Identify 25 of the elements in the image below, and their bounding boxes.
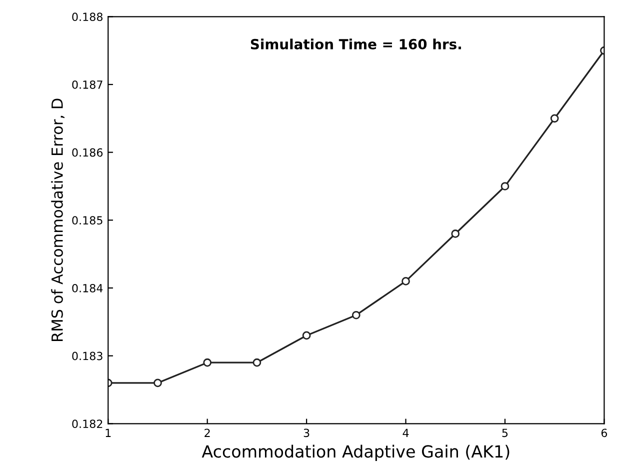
- point: [302, 331, 311, 340]
- x-axis-title: Accommodation Adaptive Gain (AK1): [202, 444, 510, 461]
- point: [451, 230, 460, 238]
- x-tick-label: 3: [304, 428, 310, 438]
- y-tick-label: 0.187: [72, 80, 102, 89]
- y-tick-label: 0.185: [72, 216, 102, 225]
- point: [352, 310, 360, 320]
- point: [402, 277, 410, 286]
- x-tick-label: 2: [204, 428, 210, 437]
- x-tick-label: 6: [601, 428, 608, 438]
- y-tick-label: 0.183: [72, 352, 102, 360]
- y-tick-label: 0.186: [72, 148, 103, 157]
- y-tick-label: 0.188: [72, 12, 102, 22]
- y-tick-label: 0.184: [72, 284, 103, 292]
- point: [500, 182, 510, 190]
- x-tick-label: 1: [106, 428, 111, 437]
- x-tick-label: 5: [502, 428, 508, 438]
- x-tick-label: 4: [402, 428, 409, 437]
- point: [252, 358, 262, 367]
- y-tick-label: 0.182: [72, 420, 102, 428]
- y-axis-title: RMS of Accommodative Error, D: [51, 98, 64, 341]
- annotation: Simulation Time = 160 hrs.: [250, 38, 461, 50]
- point: [203, 358, 212, 367]
- point: [550, 114, 559, 123]
- point: [154, 378, 162, 388]
